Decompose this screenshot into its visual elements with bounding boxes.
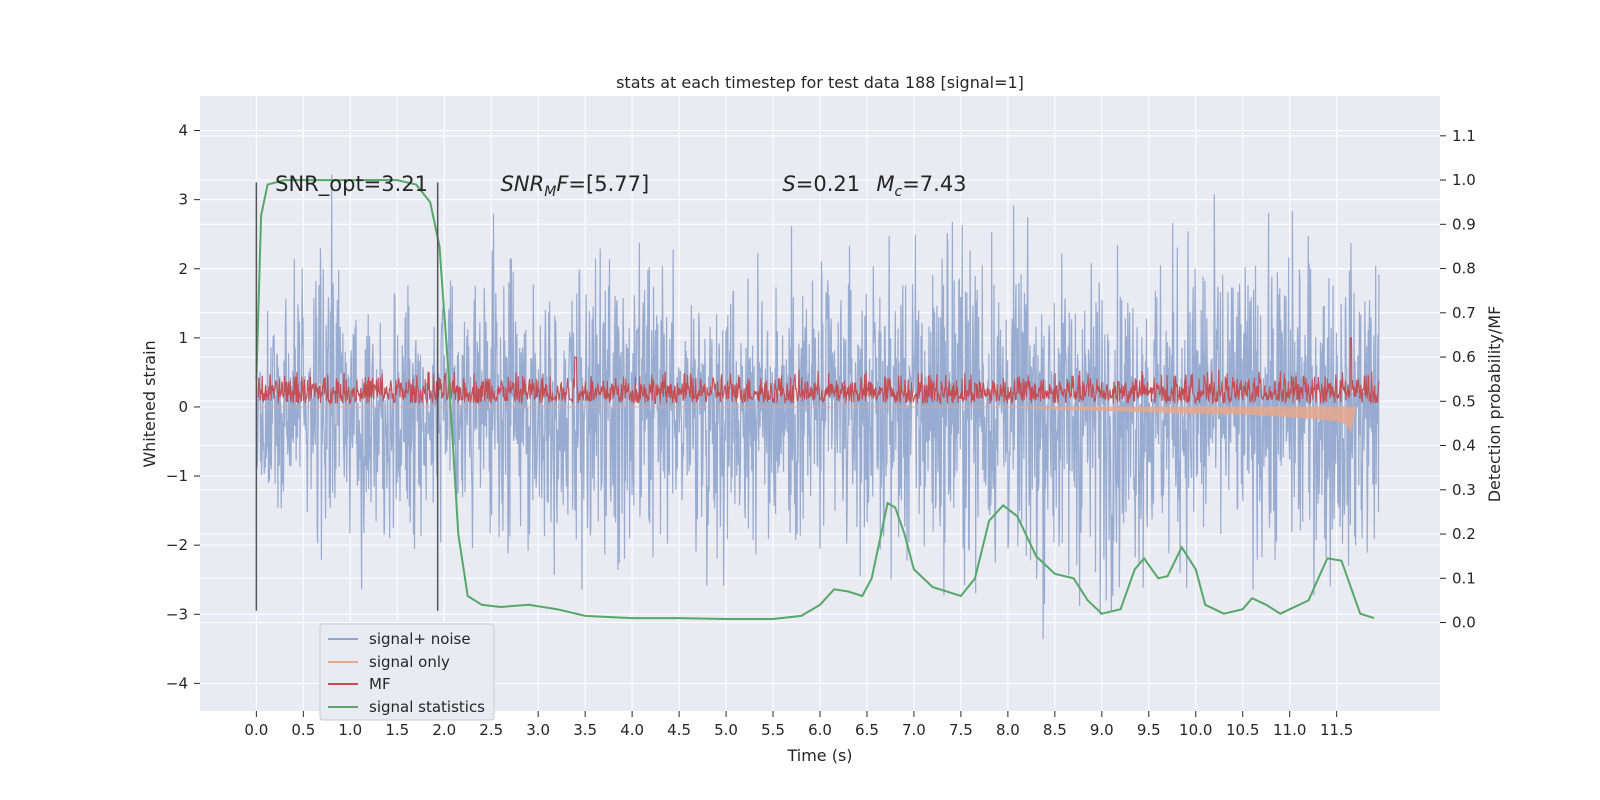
x-tick-label: 1.5 — [385, 721, 409, 739]
annotation-0: SNR_opt=3.21 — [275, 172, 428, 197]
y-tick-label: 4 — [178, 122, 188, 140]
y-axis-label: Whitened strain — [140, 340, 159, 467]
x-tick-label: 7.0 — [902, 721, 926, 739]
annotation-2: S=0.21 — [782, 172, 860, 196]
y2-tick-label: 0.1 — [1452, 569, 1476, 587]
annotation-part: =7.43 — [902, 172, 966, 196]
x-tick-label: 0.0 — [244, 721, 268, 739]
x-tick-label: 5.0 — [714, 721, 738, 739]
x-tick-label: 6.0 — [808, 721, 832, 739]
y-tick-label: −1 — [166, 467, 188, 485]
x-tick-label: 10.5 — [1226, 721, 1259, 739]
x-tick-label: 5.5 — [761, 721, 785, 739]
y-tick-label: −2 — [166, 536, 188, 554]
x-tick-label: 4.5 — [667, 721, 691, 739]
x-tick-label: 0.5 — [291, 721, 315, 739]
series-layer — [255, 174, 1380, 640]
annotation-part: M — [876, 172, 894, 196]
chart-title: stats at each timestep for test data 188… — [616, 73, 1024, 92]
y-tick-label: 3 — [178, 191, 188, 209]
x-tick-label: 8.0 — [996, 721, 1020, 739]
x-tick-label: 4.0 — [620, 721, 644, 739]
y2-tick-label: 0.6 — [1452, 348, 1476, 366]
legend-label-signal-statistics: signal statistics — [369, 698, 485, 716]
series-signal-only — [255, 406, 1357, 433]
annotation-part: SNR — [501, 172, 545, 196]
legend-label-mf: MF — [369, 675, 391, 693]
y-tick-label: 1 — [178, 329, 188, 347]
y2-tick-label: 0.9 — [1452, 215, 1476, 233]
annotation-part: =[5.77] — [568, 172, 649, 196]
y2-tick-label: 1.1 — [1452, 127, 1476, 145]
x-tick-label: 11.5 — [1320, 721, 1353, 739]
y2-tick-label: 0.8 — [1452, 260, 1476, 278]
y-tick-label: 0 — [178, 398, 188, 416]
vertical-markers — [255, 182, 439, 611]
x-tick-label: 1.0 — [338, 721, 362, 739]
legend: signal+ noise signal only MF signal stat… — [319, 623, 495, 721]
x-tick-label: 9.0 — [1090, 721, 1114, 739]
x-tick-label: 7.5 — [949, 721, 973, 739]
y2-axis-label: Detection probability/MF — [1485, 306, 1504, 503]
x-tick-label: 2.5 — [479, 721, 503, 739]
y-axis-ticks: 4 3 2 1 0 −1 −2 −3 −4 — [166, 122, 200, 692]
y2-tick-label: 0.7 — [1452, 304, 1476, 322]
x-axis-label: Time (s) — [786, 746, 852, 765]
y2-tick-label: 0.0 — [1452, 614, 1476, 632]
annotation-part: S — [782, 172, 795, 196]
y2-axis-ticks: 1.1 1.0 0.9 0.8 0.7 0.6 0.5 0.4 0.3 0.2 0.1 0.0 — [1440, 127, 1476, 632]
y2-tick-label: 0.2 — [1452, 525, 1476, 543]
series-signal-noise — [255, 174, 1380, 640]
legend-label-signal-only: signal only — [369, 653, 450, 671]
legend-label-signal-noise: signal+ noise — [369, 630, 471, 648]
x-tick-label: 10.0 — [1179, 721, 1212, 739]
x-tick-label: 6.5 — [855, 721, 879, 739]
x-tick-label: 9.5 — [1137, 721, 1161, 739]
annotation-part: =0.21 — [796, 172, 860, 196]
x-tick-label: 8.5 — [1043, 721, 1067, 739]
y2-tick-label: 0.5 — [1452, 392, 1476, 410]
y-tick-label: 2 — [178, 260, 188, 278]
x-axis-ticks: 0.0 0.5 1.0 1.5 2.0 2.5 3.0 3.5 4.0 4.5 5.0 5.5 6.0 6… — [244, 711, 1353, 739]
annotation-part: M — [544, 184, 556, 200]
annotations: SNR_opt=3.21 SNRMF=[5.77] S=0.21 Mc=7.43 — [275, 172, 966, 200]
y2-tick-label: 1.0 — [1452, 171, 1476, 189]
annotation-part: c — [894, 184, 902, 200]
x-tick-label: 11.0 — [1273, 721, 1306, 739]
annotation-part: F — [556, 172, 569, 196]
series-mf — [257, 337, 1380, 406]
annotation-1: SNRMF=[5.77] — [501, 172, 650, 200]
annotation-3: Mc=7.43 — [876, 172, 966, 200]
x-tick-label: 3.0 — [526, 721, 550, 739]
y2-tick-label: 0.4 — [1452, 437, 1476, 455]
y-tick-label: −3 — [166, 605, 188, 623]
legend-box — [319, 623, 495, 721]
y-tick-label: −4 — [166, 674, 188, 692]
y2-tick-label: 0.3 — [1452, 481, 1476, 499]
x-tick-label: 3.5 — [573, 721, 597, 739]
series-signal-statistics — [255, 179, 1375, 620]
x-tick-label: 2.0 — [432, 721, 456, 739]
